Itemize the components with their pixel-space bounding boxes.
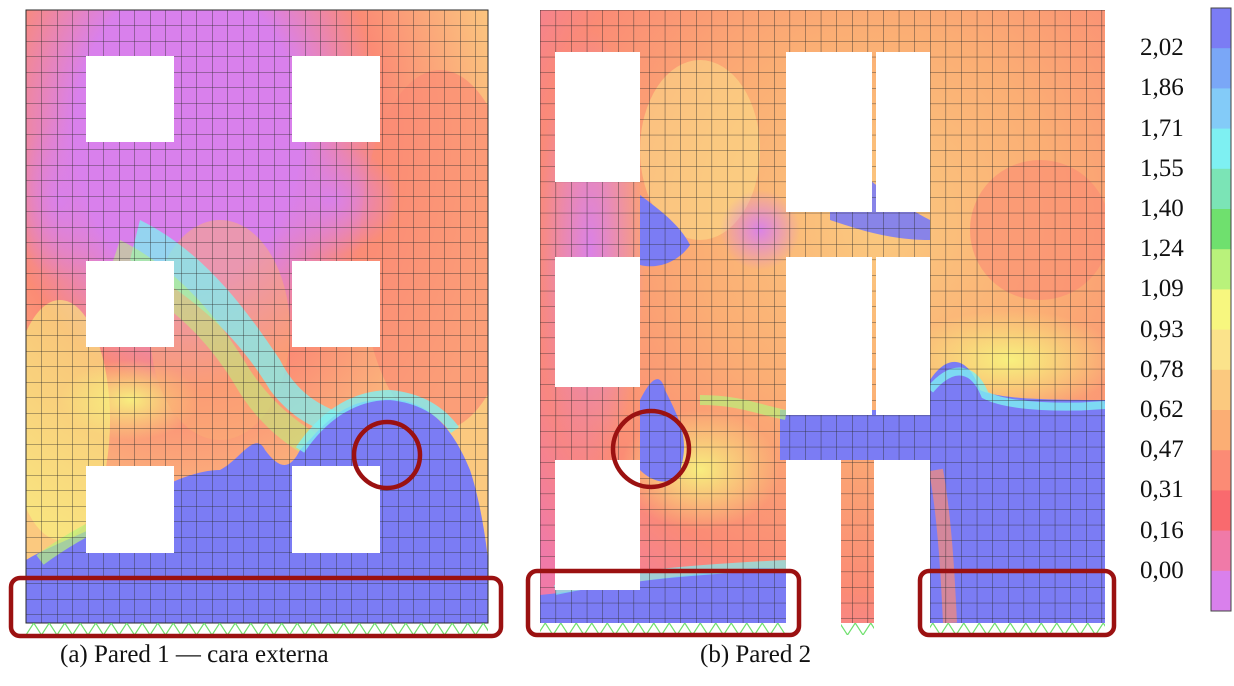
legend-label: 1,24	[1140, 235, 1184, 263]
legend-swatch	[1211, 249, 1231, 290]
wall-1-base-highlight	[8, 575, 504, 639]
legend-swatch	[1211, 88, 1231, 130]
caption-wall-2: (b) Pared 2	[700, 641, 812, 668]
legend-swatch	[1211, 329, 1231, 371]
legend-swatch	[1211, 48, 1231, 89]
legend-label: 2,02	[1140, 34, 1184, 62]
legend-label: 0,16	[1140, 516, 1184, 544]
legend-label: 0,31	[1140, 476, 1184, 504]
wall-1-panel	[8, 9, 504, 639]
wall-2-opening-corner-highlight	[610, 408, 692, 490]
wall-2-right-base-highlight	[917, 568, 1117, 638]
wall-2-supports-middle	[841, 623, 874, 635]
wall-2-contour-field	[540, 10, 1105, 623]
wall-1-opening-corner-highlight	[351, 419, 423, 491]
legend-label: 1,09	[1140, 275, 1184, 303]
caption-wall-1: (a) Pared 1 — cara externa	[60, 641, 329, 668]
legend-swatch	[1211, 450, 1231, 491]
wall-2-panel	[525, 10, 1117, 638]
legend-swatch	[1211, 209, 1231, 250]
legend-swatch	[1211, 8, 1231, 49]
legend-color-bar	[1211, 8, 1231, 612]
legend-label: 0,78	[1140, 355, 1184, 383]
legend-swatch	[1211, 410, 1231, 451]
legend-label: 0,47	[1140, 436, 1184, 464]
legend-bar-outline	[1210, 7, 1232, 612]
legend-label: 1,55	[1140, 154, 1184, 182]
wall-2-left-base-highlight	[525, 568, 802, 638]
legend-swatch	[1211, 490, 1231, 532]
legend-label: 0,62	[1140, 396, 1184, 423]
wall-1-contour-field	[26, 10, 488, 623]
legend-swatch	[1211, 570, 1231, 612]
legend-label: 1,40	[1140, 195, 1184, 222]
wall-2-supports-right	[930, 623, 1105, 635]
wall-1-supports	[26, 623, 488, 635]
legend-label: 1,86	[1140, 74, 1184, 102]
legend-label: 0,00	[1140, 556, 1184, 584]
legend-swatch	[1211, 369, 1231, 411]
legend-swatch	[1211, 168, 1231, 210]
legend-label: 1,71	[1140, 114, 1184, 142]
legend-swatch	[1211, 289, 1231, 331]
legend-label: 0,93	[1140, 315, 1184, 343]
legend-swatch	[1211, 128, 1231, 170]
wall-2-supports-left	[540, 623, 786, 635]
legend-swatch	[1211, 530, 1231, 572]
